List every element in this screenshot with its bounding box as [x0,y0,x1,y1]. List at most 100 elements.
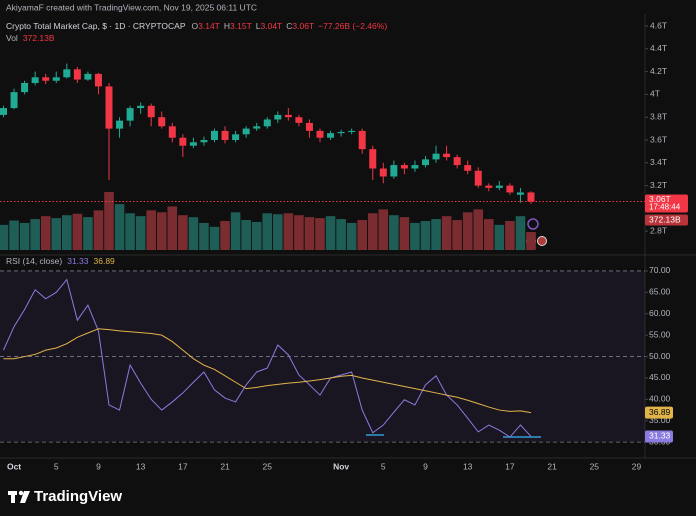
volume-bar [104,192,114,250]
candle-body [369,149,377,169]
volume-bar [251,221,262,250]
logo-mark [11,491,15,503]
ohlc-key: H [224,21,230,31]
x-tick-label: Nov [333,461,349,471]
value-badge [645,406,673,419]
candle-body [516,192,524,195]
y-tick-label: 45.00 [649,372,671,382]
candle-body [52,77,60,81]
candle-body [443,153,451,158]
change: −77.26B (−2.46%) [318,21,387,31]
volume-bar [399,217,410,250]
value-badge [645,430,673,443]
rsi-line [3,278,532,438]
ohlc-value: 3.14T [198,21,220,31]
ohlc-key: L [256,21,261,31]
volume-bar [378,209,389,250]
volume-bar [262,213,273,250]
volume-bar [526,232,536,250]
volume-badge [645,214,688,226]
volume-bar [462,212,473,250]
x-tick-label: 9 [423,461,428,471]
price-badge-label: 3.06T [649,194,671,204]
candle-body [316,130,324,138]
candle-body [379,168,387,177]
event-icon [537,236,547,246]
x-tick-label: 21 [547,461,557,471]
volume-bar [209,226,220,250]
candle-body [200,140,208,143]
volume-badge-label: 372.13B [649,214,681,224]
candle-body [126,108,134,121]
candle-body [31,77,39,83]
x-tick-label: 13 [463,461,473,471]
volume-bar [30,219,40,250]
indicator-value: 36.89 [94,256,116,266]
x-tick-label: 29 [632,461,642,471]
x-tick-label: Oct [7,461,21,471]
candle-body [474,170,482,186]
volume-bar [146,210,156,250]
volume-bar [40,216,51,250]
volume-bar [441,216,452,250]
y-tick-label: 65.00 [649,287,671,297]
candle-body [305,122,313,131]
volume-bar [315,218,325,250]
volume-bar [230,212,241,250]
volume-bar [389,215,399,250]
volume-bar [452,220,462,250]
y-tick-label: 3.6T [650,134,667,144]
volume-bar [283,213,294,250]
volume-bar [19,222,30,250]
candle-body [464,165,472,171]
candle-body [274,114,282,120]
x-tick-label: 25 [263,461,273,471]
candle-body [137,105,145,109]
volume-bar [178,215,188,250]
volume-bar [325,216,336,250]
legend: Crypto Total Market Cap, $ · 1D · CRYPTO… [6,21,387,31]
countdown: 17:48:44 [649,203,681,212]
volume-legend: Vol 372.13B [6,33,55,43]
volume-bar [0,224,9,250]
logo-mark [18,490,24,496]
logo: TradingView [8,488,122,505]
volume-bar [72,213,83,250]
volume-bar [83,217,93,250]
indicator-value: 31.33 [67,256,89,266]
volume-bar [294,215,304,250]
candle-body [295,117,303,123]
volume-bar [336,219,346,250]
candle-body [73,69,81,80]
volume-bar [357,220,367,250]
x-tick-label: 13 [136,461,146,471]
volume-bar [188,217,199,250]
y-tick-label: 50.00 [649,351,671,361]
y-tick-label: 55.00 [649,329,671,339]
volume-bar [410,222,420,250]
candle-body [453,157,461,166]
y-tick-label: 4.2T [650,66,667,76]
y-tick-label: 60.00 [649,308,671,318]
volume-bar [494,224,505,250]
candle-body [0,108,7,115]
indicator-title: RSI (14, close) [6,256,62,266]
rsi-legend: RSI (14, close) 31.33 36.89 [6,256,115,266]
rsi-line [3,328,532,414]
volume-bar [304,217,315,250]
volume-bar [135,216,146,250]
candle-body [348,130,356,133]
y-tick-label: 2.8T [650,225,667,235]
candle-body [63,69,71,78]
value-badge-label: 36.89 [649,407,671,417]
y-tick-label: 35.00 [649,415,671,425]
candle-body [168,126,176,138]
y-tick-label: 4.6T [650,20,667,30]
candle-body [10,92,18,109]
y-tick-label: 4.4T [650,43,667,53]
volume-bar [273,214,283,250]
candle-body [390,165,398,177]
